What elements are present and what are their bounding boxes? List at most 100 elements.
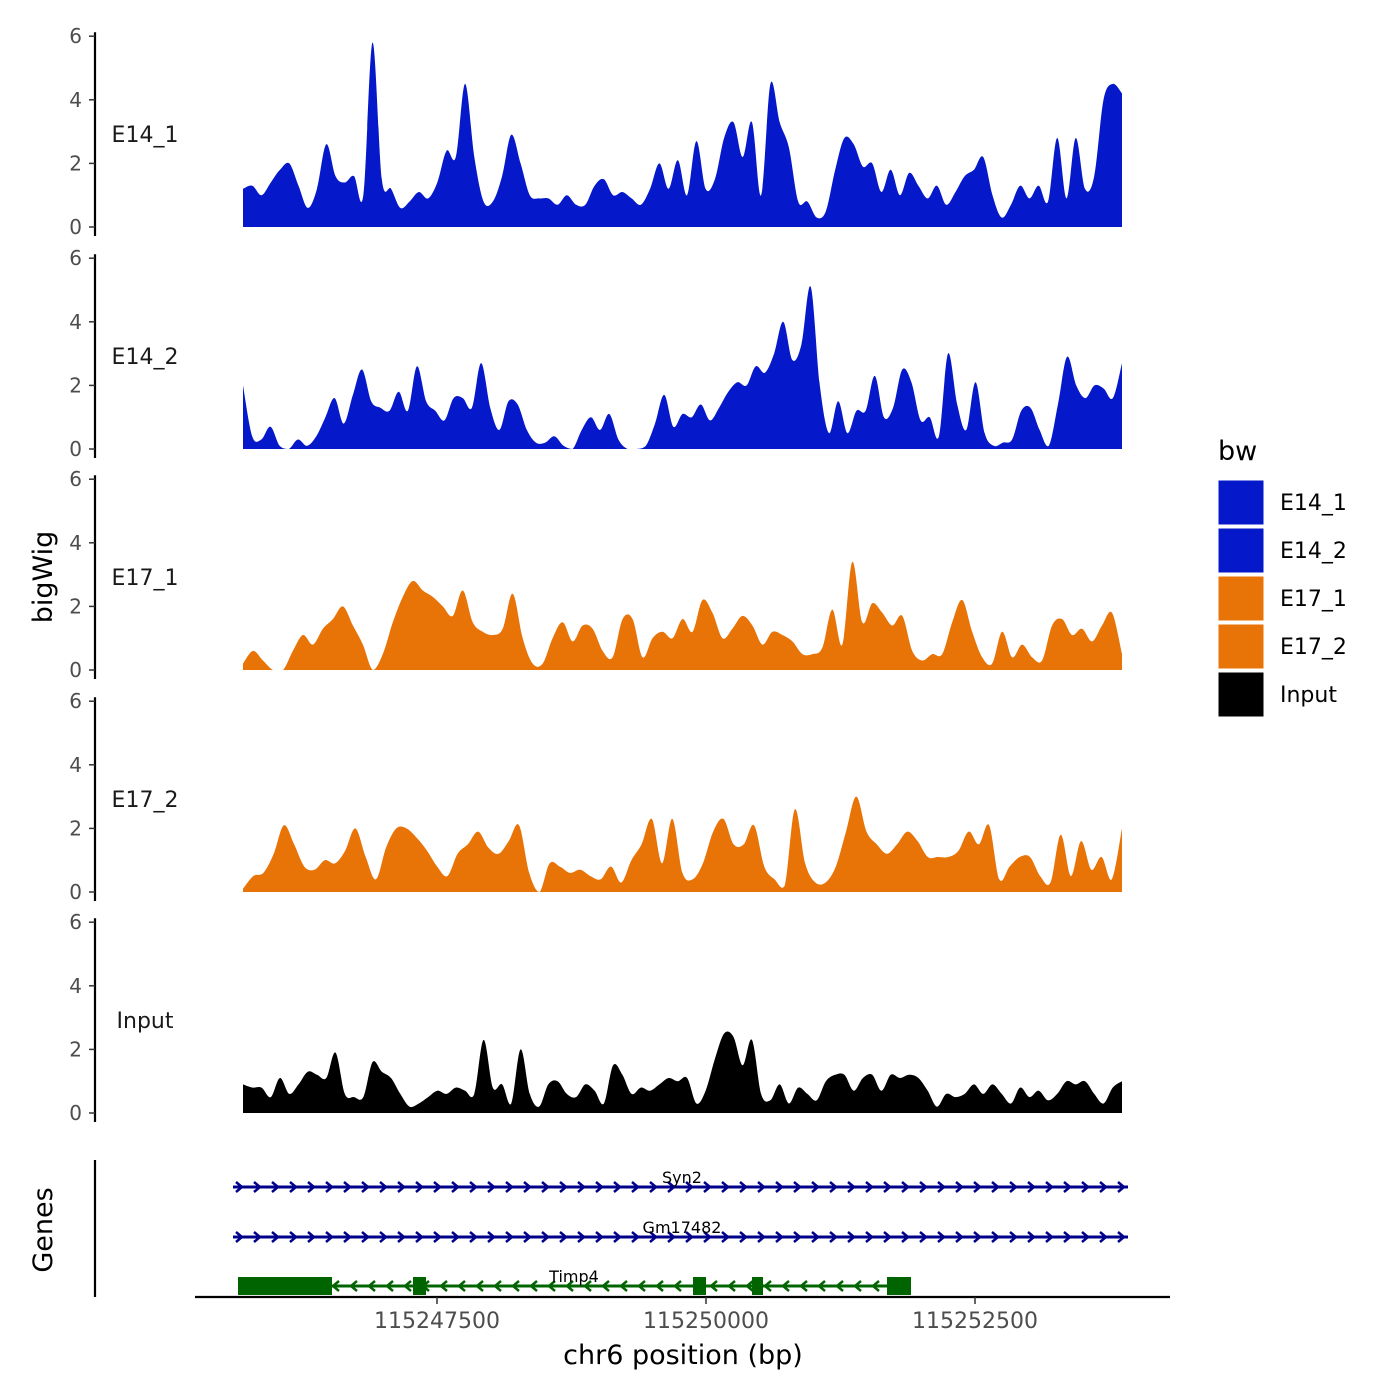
strand-chevron — [451, 1181, 460, 1193]
strand-chevron — [1045, 1181, 1054, 1193]
strand-chevron — [667, 1231, 676, 1243]
strand-chevron — [235, 1181, 244, 1193]
strand-chevron — [1045, 1231, 1054, 1243]
strand-chevron — [307, 1181, 316, 1193]
strand-chevron — [379, 1181, 388, 1193]
strand-chevron — [1099, 1231, 1108, 1243]
gene-label: Syn2 — [662, 1168, 702, 1187]
y-tick-label: 0 — [69, 658, 82, 682]
strand-chevron — [595, 1181, 604, 1193]
track-E17_1: 0 2 4 6 E17_1 — [69, 467, 1122, 682]
gene-label: Timp4 — [548, 1267, 599, 1286]
strand-chevron — [601, 1280, 610, 1292]
y-tick-label: 6 — [69, 467, 82, 491]
y-tick-label: 6 — [69, 910, 82, 934]
legend-label: E17_1 — [1280, 587, 1347, 612]
strand-chevron — [619, 1280, 628, 1292]
signal-area-E17_2 — [243, 796, 1122, 892]
strand-chevron — [487, 1231, 496, 1243]
strand-chevron — [583, 1280, 592, 1292]
y-tick-label: 4 — [69, 531, 82, 555]
strand-chevron — [847, 1181, 856, 1193]
strand-chevron — [901, 1181, 910, 1193]
strand-chevron — [385, 1280, 394, 1292]
y-tick-label: 6 — [69, 246, 82, 270]
strand-chevron — [343, 1231, 352, 1243]
exon-block — [238, 1277, 332, 1295]
strand-chevron — [289, 1231, 298, 1243]
track-label: E14_1 — [112, 123, 179, 148]
strand-chevron — [559, 1181, 568, 1193]
strand-chevron — [457, 1280, 466, 1292]
strand-chevron — [577, 1181, 586, 1193]
strand-chevron — [865, 1231, 874, 1243]
y-tick-label: 0 — [69, 215, 82, 239]
gene-Timp4: Timp4 — [238, 1267, 911, 1295]
track-E14_2: 0 2 4 6 E14_2 — [69, 246, 1122, 461]
strand-chevron — [433, 1181, 442, 1193]
gene-Gm17482: Gm17482 — [233, 1218, 1128, 1243]
strand-chevron — [871, 1280, 880, 1292]
strand-chevron — [883, 1181, 892, 1193]
y-tick-label: 0 — [69, 1101, 82, 1125]
strand-chevron — [793, 1181, 802, 1193]
strand-chevron — [781, 1280, 790, 1292]
x-tick-label: 115252500 — [912, 1309, 1038, 1334]
strand-chevron — [631, 1181, 640, 1193]
x-axis: 115247500 115250000 115252500 — [195, 1295, 1170, 1334]
strand-chevron — [379, 1231, 388, 1243]
strand-chevron — [235, 1231, 244, 1243]
strand-chevron — [1063, 1231, 1072, 1243]
strand-chevron — [613, 1231, 622, 1243]
track-Input: 0 2 4 6 Input — [69, 910, 1122, 1125]
strand-chevron — [397, 1231, 406, 1243]
genes-axis-title: Genes — [28, 1187, 59, 1272]
strand-chevron — [757, 1231, 766, 1243]
strand-chevron — [1117, 1231, 1126, 1243]
strand-chevron — [253, 1231, 262, 1243]
signal-tracks: 0 2 4 6 E14_1 0 2 4 6 E14_2 0 2 4 6 E17_1 0 2 4 6 E17_2 0 2 4 6… — [69, 24, 1122, 1125]
legend-swatch-E17_1 — [1217, 575, 1265, 622]
strand-chevron — [955, 1181, 964, 1193]
strand-chevron — [271, 1231, 280, 1243]
strand-chevron — [775, 1181, 784, 1193]
signal-area-Input — [243, 1031, 1122, 1113]
y-tick-label: 2 — [69, 373, 82, 397]
strand-chevron — [361, 1181, 370, 1193]
strand-chevron — [721, 1181, 730, 1193]
strand-chevron — [493, 1280, 502, 1292]
track-label: E14_2 — [112, 345, 179, 370]
strand-chevron — [451, 1231, 460, 1243]
strand-chevron — [673, 1280, 682, 1292]
strand-chevron — [403, 1280, 412, 1292]
strand-chevron — [511, 1280, 520, 1292]
legend-swatch-E14_1 — [1217, 479, 1265, 526]
y-tick-label: 0 — [69, 880, 82, 904]
strand-chevron — [529, 1280, 538, 1292]
strand-chevron — [523, 1181, 532, 1193]
strand-chevron — [901, 1231, 910, 1243]
strand-chevron — [565, 1280, 574, 1292]
strand-chevron — [1081, 1231, 1090, 1243]
strand-chevron — [1027, 1231, 1036, 1243]
strand-chevron — [703, 1231, 712, 1243]
y-tick-label: 2 — [69, 594, 82, 618]
strand-chevron — [577, 1231, 586, 1243]
legend-label: E14_2 — [1280, 539, 1347, 564]
strand-chevron — [487, 1181, 496, 1193]
strand-chevron — [343, 1181, 352, 1193]
strand-chevron — [667, 1181, 676, 1193]
legend-label: E17_2 — [1280, 635, 1347, 660]
strand-chevron — [937, 1181, 946, 1193]
strand-chevron — [547, 1280, 556, 1292]
strand-chevron — [775, 1231, 784, 1243]
strand-chevron — [649, 1231, 658, 1243]
track-E17_2: 0 2 4 6 E17_2 — [69, 689, 1122, 904]
track-label: E17_2 — [112, 788, 179, 813]
strand-chevron — [475, 1280, 484, 1292]
strand-chevron — [1009, 1181, 1018, 1193]
y-axis-title: bigWig — [28, 531, 59, 624]
strand-chevron — [991, 1231, 1000, 1243]
strand-chevron — [271, 1181, 280, 1193]
